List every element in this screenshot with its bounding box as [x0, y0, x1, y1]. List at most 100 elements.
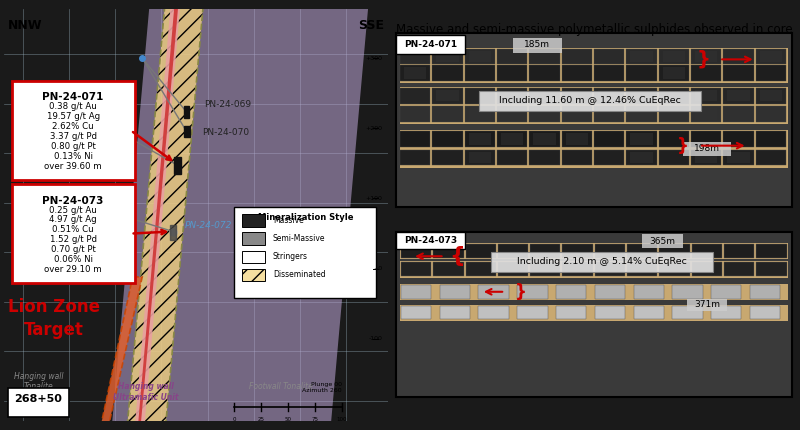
Bar: [469, 152, 491, 163]
Text: }: }: [515, 283, 527, 301]
Bar: [466, 262, 496, 276]
Bar: [432, 88, 462, 104]
Bar: [396, 34, 792, 207]
Bar: [562, 262, 593, 276]
Text: 0.13% Ni: 0.13% Ni: [54, 152, 93, 161]
Bar: [760, 51, 782, 62]
Bar: [8, 388, 70, 417]
Bar: [687, 299, 727, 311]
Polygon shape: [127, 0, 204, 430]
Bar: [672, 285, 702, 299]
Bar: [530, 131, 560, 147]
Bar: [692, 262, 722, 276]
Bar: [662, 67, 685, 79]
Bar: [400, 261, 788, 278]
Bar: [465, 150, 495, 166]
Bar: [185, 126, 190, 138]
Bar: [626, 49, 657, 64]
Text: 50: 50: [285, 417, 292, 422]
Bar: [691, 49, 722, 64]
Bar: [691, 65, 722, 81]
Bar: [440, 306, 470, 319]
Bar: [401, 306, 431, 319]
Bar: [594, 131, 624, 147]
Bar: [634, 285, 664, 299]
Bar: [755, 65, 786, 81]
Bar: [723, 88, 754, 104]
Bar: [400, 243, 788, 259]
Bar: [400, 49, 430, 64]
Bar: [242, 251, 265, 263]
Bar: [724, 244, 754, 258]
Text: Footwall Tonalite: Footwall Tonalite: [249, 382, 313, 391]
Bar: [534, 133, 556, 145]
Bar: [478, 285, 509, 299]
Bar: [692, 244, 722, 258]
Text: 0: 0: [233, 417, 236, 422]
FancyBboxPatch shape: [12, 184, 134, 283]
Text: 100: 100: [337, 417, 347, 422]
Bar: [400, 87, 788, 106]
Bar: [514, 38, 562, 53]
Text: 0.70 g/t Pt: 0.70 g/t Pt: [50, 245, 95, 254]
Text: PN-24-073: PN-24-073: [42, 196, 104, 206]
Bar: [432, 107, 462, 122]
Bar: [465, 131, 495, 147]
Bar: [562, 244, 593, 258]
Bar: [432, 65, 462, 81]
Bar: [626, 88, 657, 104]
Polygon shape: [138, 0, 178, 430]
Bar: [242, 269, 265, 281]
Bar: [465, 65, 495, 81]
Polygon shape: [100, 277, 142, 430]
Text: PN-24-070: PN-24-070: [202, 128, 249, 137]
Bar: [432, 49, 462, 64]
Bar: [498, 244, 528, 258]
Bar: [530, 262, 561, 276]
Bar: [466, 244, 496, 258]
Bar: [404, 67, 426, 79]
Bar: [727, 90, 750, 101]
Bar: [400, 131, 430, 147]
Text: Including 2.10 m @ 5.14% CuEqRec: Including 2.10 m @ 5.14% CuEqRec: [517, 257, 687, 266]
Text: PN-24-072: PN-24-072: [185, 221, 232, 230]
Bar: [400, 65, 430, 81]
Text: {: {: [449, 246, 465, 266]
Text: 0.38 g/t Au: 0.38 g/t Au: [50, 102, 97, 111]
Text: over 39.60 m: over 39.60 m: [44, 162, 102, 171]
Bar: [727, 152, 750, 163]
Bar: [497, 107, 527, 122]
Text: 3.37 g/t Pd: 3.37 g/t Pd: [50, 132, 97, 141]
Bar: [234, 207, 377, 298]
Polygon shape: [134, 0, 181, 430]
Bar: [469, 108, 491, 120]
Bar: [396, 35, 465, 54]
Bar: [562, 150, 592, 166]
Bar: [497, 88, 527, 104]
Bar: [469, 133, 491, 145]
Bar: [432, 150, 462, 166]
Text: Stringers: Stringers: [273, 252, 308, 261]
Bar: [658, 65, 689, 81]
FancyBboxPatch shape: [479, 91, 701, 111]
Bar: [400, 106, 788, 124]
Bar: [170, 225, 176, 240]
Bar: [594, 150, 624, 166]
Text: 1.52 g/t Pd: 1.52 g/t Pd: [50, 235, 97, 244]
Text: Including 11.60 m @ 12.46% CuEqRec: Including 11.60 m @ 12.46% CuEqRec: [499, 96, 681, 105]
Bar: [723, 49, 754, 64]
Bar: [400, 304, 788, 321]
Bar: [626, 131, 657, 147]
Bar: [562, 49, 592, 64]
Text: 25: 25: [258, 417, 265, 422]
Bar: [530, 150, 560, 166]
Bar: [465, 49, 495, 64]
Text: +200: +200: [366, 126, 382, 131]
Bar: [642, 234, 683, 248]
Text: 365m: 365m: [650, 237, 676, 246]
Bar: [501, 133, 523, 145]
Bar: [594, 65, 624, 81]
Text: Hanging wall
Ultramafic Unit: Hanging wall Ultramafic Unit: [114, 382, 179, 402]
Bar: [400, 149, 788, 168]
Bar: [400, 64, 788, 83]
